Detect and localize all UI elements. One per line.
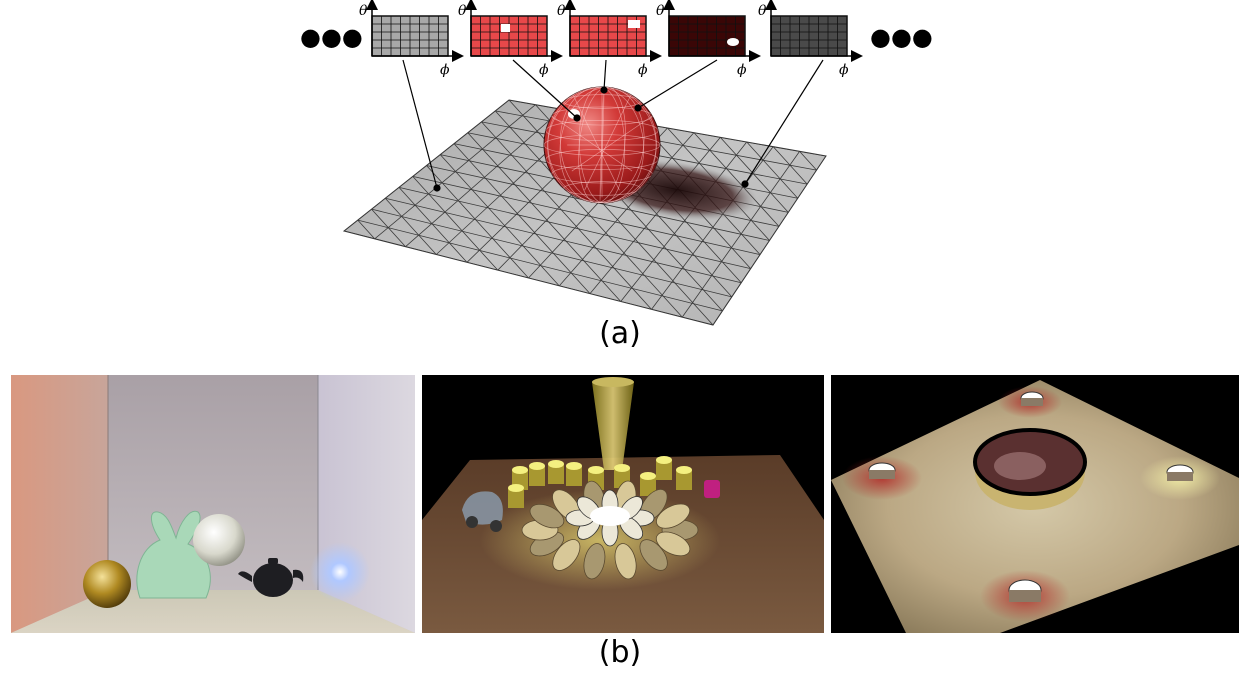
angular-map-gray-light: θϕ bbox=[359, 0, 464, 78]
angular-map-red-highlight: θϕ bbox=[458, 0, 563, 78]
flower-petals bbox=[521, 480, 699, 580]
angular-map-dark-red: θϕ bbox=[656, 0, 761, 78]
render-four-lights bbox=[831, 375, 1239, 633]
bunny bbox=[136, 510, 211, 599]
angular-map-gray-dark: θϕ bbox=[758, 0, 863, 78]
phi-label: ϕ bbox=[839, 62, 849, 78]
ellipsis-right: ●●● bbox=[870, 23, 933, 51]
phi-label: ϕ bbox=[737, 62, 747, 78]
theta-label: θ bbox=[656, 3, 665, 19]
phi-label: ϕ bbox=[440, 62, 450, 78]
caption-b: (b) bbox=[598, 635, 642, 670]
theta-label: θ bbox=[359, 3, 368, 19]
caption-a: (a) bbox=[599, 316, 641, 351]
part-b bbox=[11, 375, 1239, 633]
phi-label: ϕ bbox=[539, 62, 549, 78]
render-flower-table bbox=[422, 375, 824, 633]
theta-label: θ bbox=[557, 3, 566, 19]
candle-cylinders bbox=[508, 456, 692, 508]
theta-label: θ bbox=[758, 3, 767, 19]
theta-label: θ bbox=[458, 3, 467, 19]
teapot bbox=[238, 558, 304, 597]
angular-map-red-highlight-2: θϕ bbox=[557, 0, 662, 78]
map-connectors bbox=[402, 59, 824, 192]
phi-label: ϕ bbox=[638, 62, 648, 78]
ellipsis-left: ●●● bbox=[300, 23, 363, 51]
render-cornell-box bbox=[11, 375, 415, 633]
